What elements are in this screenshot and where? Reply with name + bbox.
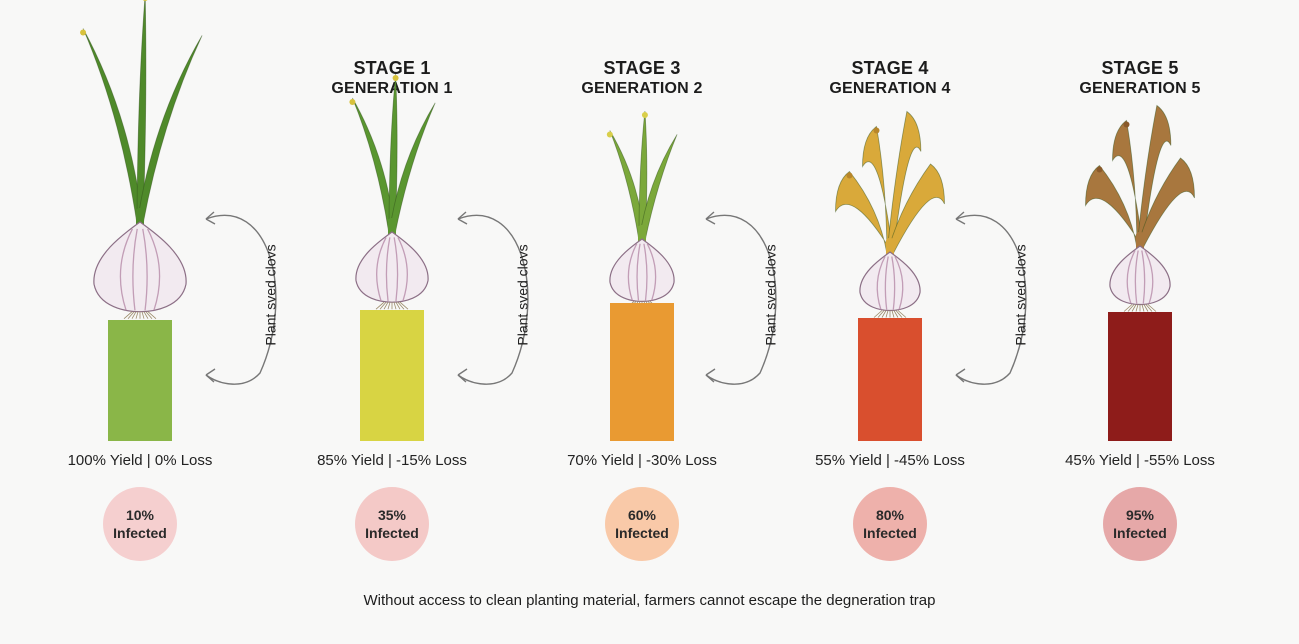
stage-title: STAGE 5 (1101, 58, 1179, 78)
infection-label: Infected (1113, 525, 1167, 541)
curved-arrow-icon (205, 211, 277, 385)
infection-label: Infected (365, 525, 419, 541)
yield-loss-label: 55% Yield | -45% Loss (815, 452, 965, 469)
yield-loss-label: 100% Yield | 0% Loss (67, 452, 213, 469)
garlic-plant-icon (80, 0, 203, 320)
cycle-arrow: Plant sved clovs (452, 195, 542, 395)
infection-badge: 95% Infected (1103, 487, 1177, 561)
leaf-icon (886, 163, 945, 255)
yield-loss-label: 70% Yield | -30% Loss (567, 452, 717, 469)
infection-percent: 10% (125, 506, 155, 523)
garlic-plant-icon (835, 110, 945, 318)
infection-label: Infected (113, 525, 167, 541)
yield-bar (858, 318, 922, 441)
stage-column: STAGE 3 GENERATION 2 70% Yield | -30% Loss… (517, 0, 767, 570)
infection-badge: 80% Infected (853, 487, 927, 561)
stage-title: STAGE 1 (353, 58, 431, 78)
garlic-plant-icon (606, 110, 678, 309)
garlic-bulb-icon (93, 221, 187, 313)
cycle-arrow: Plant sved clovs (200, 195, 290, 395)
infection-label: Infected (863, 525, 917, 541)
infection-badge: 10% Infected (103, 487, 177, 561)
stage-column: STAGE 1 GENERATION 1 85% Yield | -15% Loss… (267, 0, 517, 570)
leaf-icon (388, 73, 398, 235)
garlic-bulb-icon (859, 251, 921, 312)
curved-arrow-icon (955, 211, 1027, 385)
leaf-icon (1112, 119, 1144, 249)
infection-percent: 95% (1125, 506, 1155, 523)
yield-bar (108, 320, 172, 441)
leaf-icon (862, 125, 894, 255)
yield-bar (360, 310, 424, 441)
yield-loss-label: 45% Yield | -55% Loss (1065, 452, 1215, 469)
footer-caption: Without access to clean planting materia… (363, 592, 936, 609)
stage-column: STAGE 4 GENERATION 4 55% Yield | -45% Loss… (765, 0, 1015, 570)
stage-column: STAGE 5 GENERATION 5 45% Yield | -55% Loss… (1015, 0, 1265, 570)
curved-arrow-icon (457, 211, 529, 385)
leaf-icon (82, 28, 144, 225)
infection-badge: 60% Infected (605, 487, 679, 561)
cycle-label: Plant sved clovs (762, 244, 779, 346)
stage-title: STAGE 4 (851, 58, 929, 78)
stage-column: 100% Yield | 0% Loss 10% Infected (15, 0, 265, 570)
cycle-arrow: Plant sved clovs (700, 195, 790, 395)
garlic-plant-icon (1085, 104, 1195, 312)
infection-percent: 80% (875, 506, 905, 523)
leaf-icon (388, 102, 436, 235)
yield-bar (610, 303, 674, 441)
generation-title: GENERATION 1 (331, 80, 453, 97)
curved-arrow-icon (705, 211, 777, 385)
garlic-bulb-icon (1109, 245, 1171, 306)
stage-title: STAGE 3 (603, 58, 681, 78)
generation-title: GENERATION 2 (581, 80, 703, 97)
infection-badge: 35% Infected (355, 487, 429, 561)
yield-loss-label: 85% Yield | -15% Loss (317, 452, 467, 469)
infection-percent: 60% (627, 506, 657, 523)
cycle-label: Plant sved clovs (514, 244, 531, 346)
leaf-icon (1136, 157, 1195, 249)
cycle-label: Plant sved clovs (1012, 244, 1029, 346)
infection-label: Infected (615, 525, 669, 541)
garlic-bulb-icon (355, 231, 429, 303)
leaf-icon (1085, 164, 1144, 249)
leaf-icon (638, 134, 678, 242)
yield-bar (1108, 312, 1172, 441)
generation-title: GENERATION 4 (829, 80, 951, 97)
leaf-icon (1136, 104, 1172, 249)
leaf-icon (352, 97, 396, 235)
cycle-arrow: Plant sved clovs (950, 195, 1040, 395)
leaf-icon (886, 110, 922, 255)
infection-percent: 35% (377, 506, 407, 523)
leaf-icon (136, 0, 147, 225)
generation-title: GENERATION 5 (1079, 80, 1201, 97)
cycle-label: Plant sved clovs (262, 244, 279, 346)
garlic-bulb-icon (609, 238, 675, 303)
garlic-plant-icon (349, 73, 436, 310)
leaf-icon (136, 35, 203, 225)
leaf-icon (835, 170, 894, 255)
